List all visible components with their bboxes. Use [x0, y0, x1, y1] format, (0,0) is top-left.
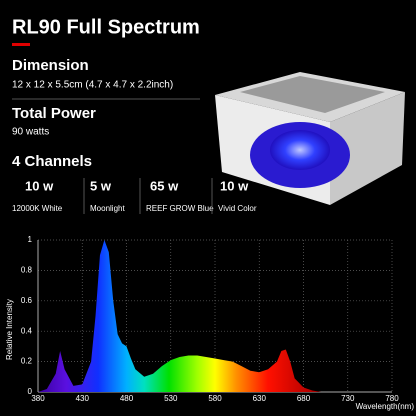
- channels: 10 w 12000K White 5 w Moonlight 65 w REE…: [12, 178, 257, 214]
- y-tick-label: 0.4: [21, 326, 33, 335]
- x-tick-label: 630: [253, 394, 267, 403]
- channel-name: REEF GROW Blue: [146, 204, 214, 213]
- lamp: [215, 72, 405, 205]
- x-tick-label: 780: [385, 394, 399, 403]
- channel-power: 10 w: [25, 178, 54, 193]
- x-tick-label: 530: [164, 394, 178, 403]
- spec-value: 12 x 12 x 5.5cm (4.7 x 4.7 x 2.2inch): [12, 80, 173, 91]
- channel-power: 65 w: [150, 178, 179, 193]
- x-tick-label: 580: [208, 394, 222, 403]
- spec-value: 90 watts: [12, 127, 49, 138]
- spec-label: Total Power: [12, 105, 96, 122]
- title-underline: [12, 43, 30, 46]
- x-tick-label: 730: [341, 394, 355, 403]
- x-tick-label: 480: [120, 394, 134, 403]
- channel-name: 12000K White: [12, 204, 63, 213]
- spectrum-area: [38, 240, 322, 392]
- x-tick-label: 430: [76, 394, 90, 403]
- channels-title: 4 Channels: [12, 153, 92, 170]
- channel-power: 5 w: [90, 178, 112, 193]
- title: RL90 Full Spectrum: [12, 16, 200, 38]
- x-tick-label: 380: [31, 394, 45, 403]
- channel-power: 10 w: [220, 178, 249, 193]
- y-tick-label: 0: [28, 387, 33, 396]
- spec-label: Dimension: [12, 57, 89, 74]
- channel-name: Vivid Color: [218, 204, 257, 213]
- channel-name: Moonlight: [90, 204, 125, 213]
- y-axis-label: Relative Intensity: [5, 299, 14, 360]
- y-tick-label: 0.8: [21, 266, 33, 275]
- y-tick-label: 0.6: [21, 296, 33, 305]
- x-axis-label: Wavelength(nm): [356, 402, 415, 411]
- x-tick-label: 680: [297, 394, 311, 403]
- y-tick-label: 0.2: [21, 357, 33, 366]
- y-tick-label: 1: [28, 235, 33, 244]
- chart: 0 0.2 0.4 0.6 0.8 1 380 430 480 530 580 630 680 730 78…: [5, 235, 414, 411]
